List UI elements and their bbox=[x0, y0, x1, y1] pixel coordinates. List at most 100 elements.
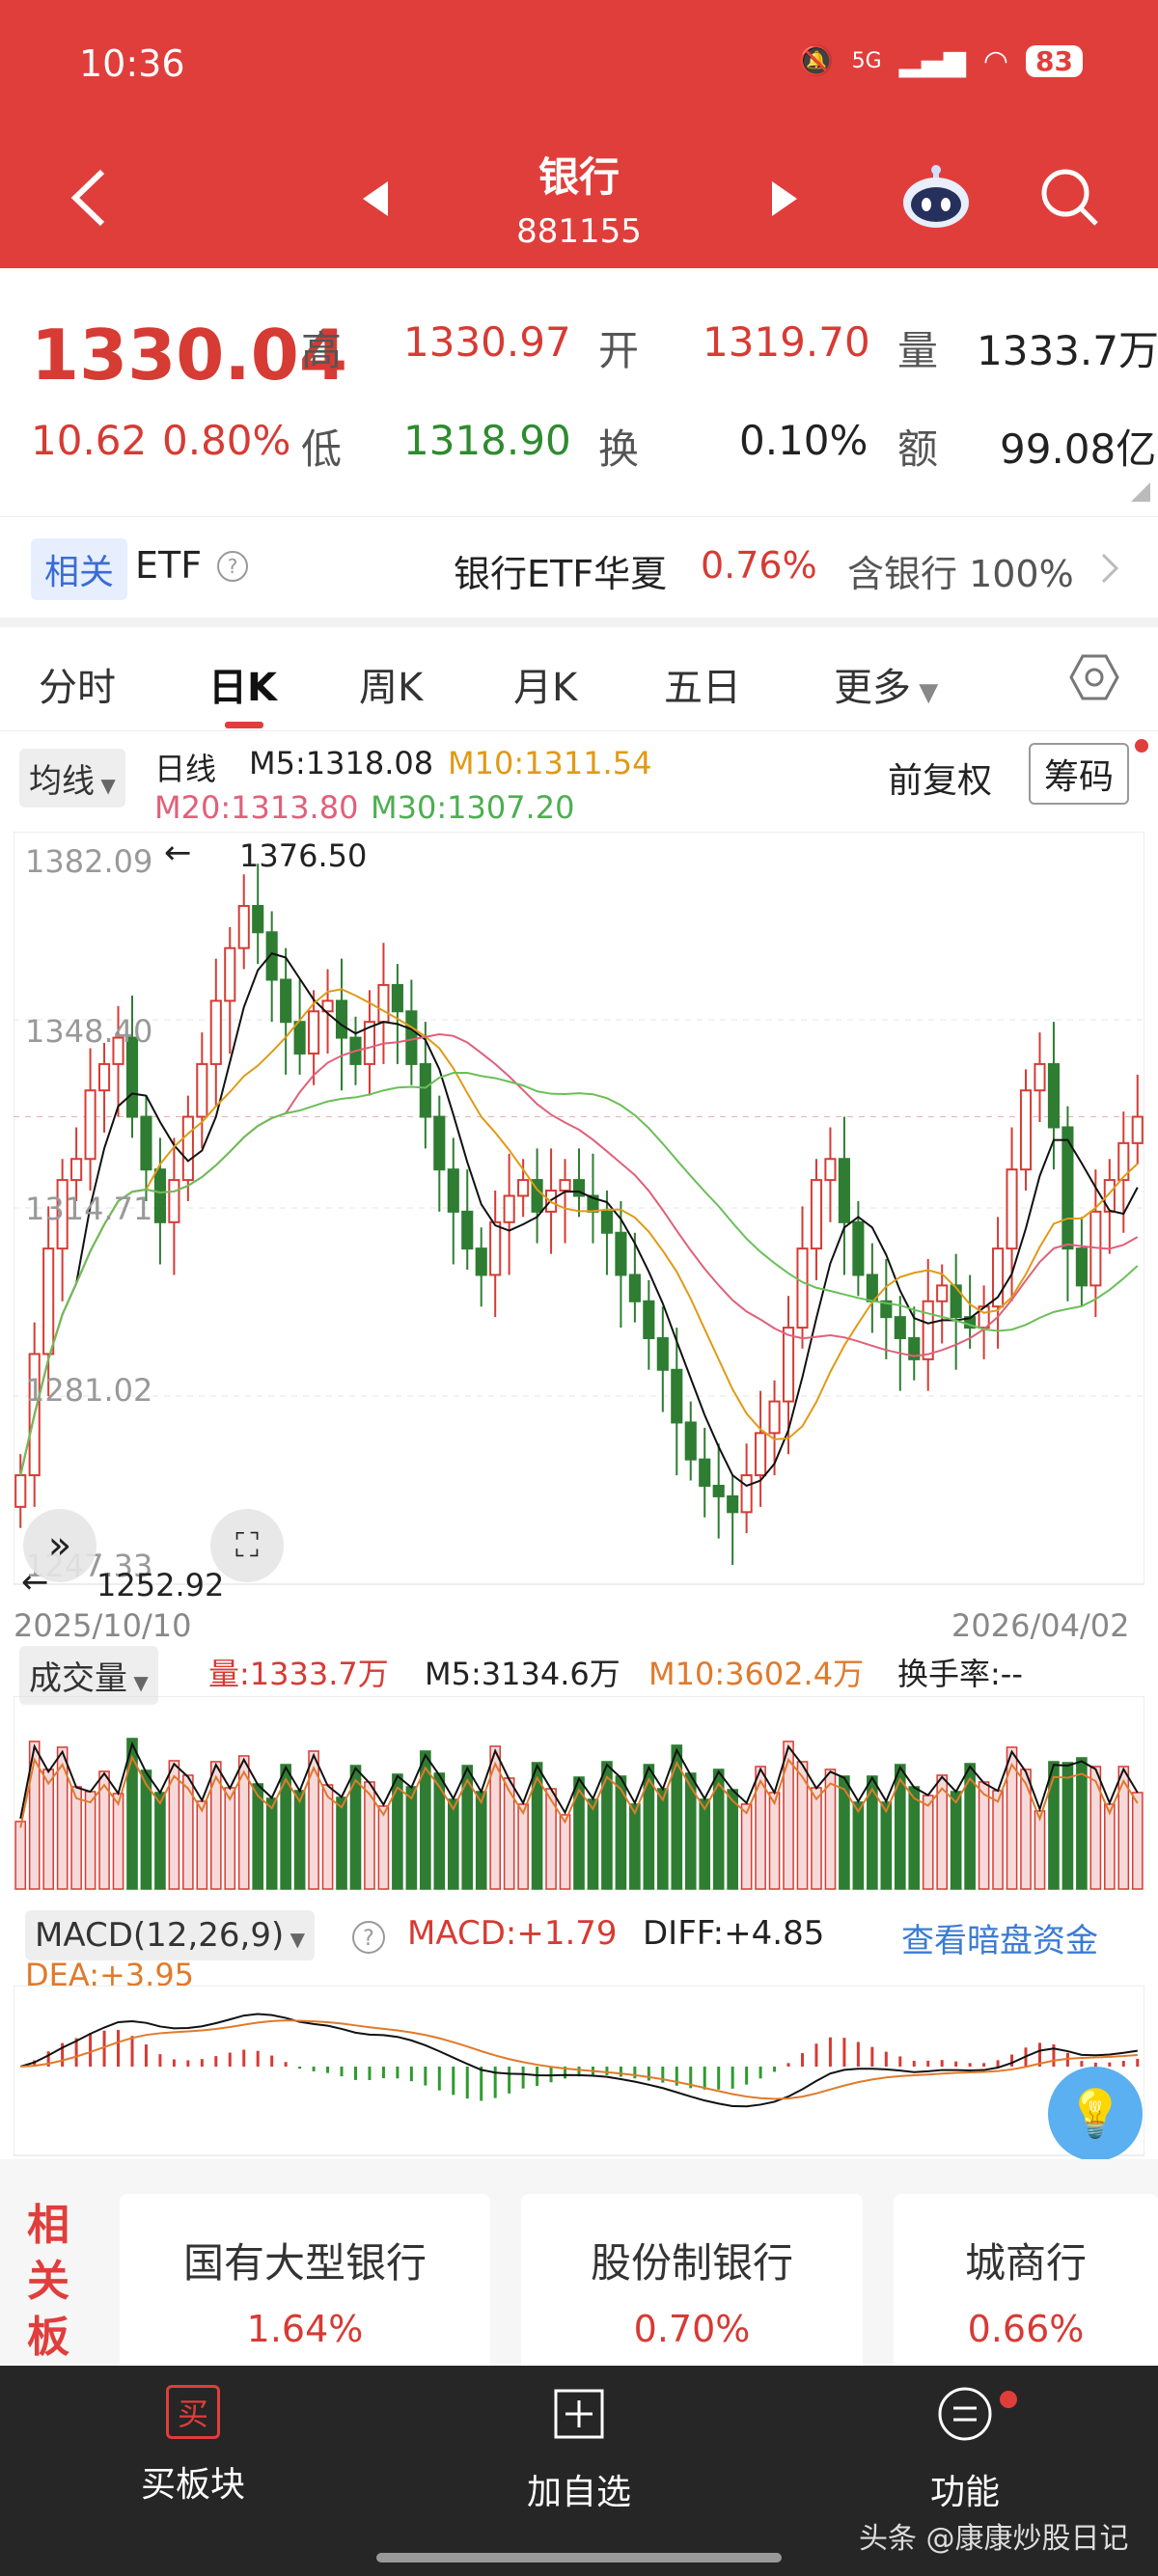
robot-assistant-icon[interactable] bbox=[897, 162, 975, 230]
dark-pool-link[interactable]: 查看暗盘资金 bbox=[901, 1922, 1098, 1960]
add-watchlist-button[interactable]: 加自选 bbox=[482, 2385, 676, 2514]
function-button[interactable]: 功能 bbox=[868, 2385, 1062, 2514]
chips-button[interactable]: 筹码 bbox=[1029, 743, 1130, 805]
candle-body bbox=[224, 946, 236, 1002]
candle-body bbox=[1062, 1126, 1074, 1250]
candle-body bbox=[936, 1284, 949, 1302]
candle-body bbox=[280, 978, 292, 1024]
candle-body bbox=[433, 1115, 446, 1171]
volume-bar bbox=[755, 1766, 766, 1890]
volume-bar bbox=[377, 1805, 390, 1890]
etf-bar[interactable]: 相关 ETF ? 银行ETF华夏 0.76% 含银行 100% bbox=[0, 516, 1158, 617]
candle-body bbox=[950, 1284, 962, 1319]
candle-body bbox=[852, 1220, 865, 1276]
candle-body bbox=[70, 1158, 83, 1182]
tab-more[interactable]: 更多 ▼ bbox=[834, 656, 938, 712]
tab-five-day[interactable]: 五日 bbox=[664, 666, 741, 710]
volume-bar bbox=[1104, 1803, 1116, 1890]
add-icon bbox=[554, 2389, 604, 2439]
sector-pct: 1.64% bbox=[246, 2308, 364, 2350]
candle-body bbox=[755, 1432, 767, 1477]
amount-label: 额 bbox=[897, 425, 939, 473]
candle-body bbox=[391, 983, 403, 1013]
volume-bar bbox=[1062, 1762, 1074, 1890]
candle-body bbox=[503, 1194, 515, 1223]
candle-body bbox=[699, 1458, 711, 1487]
volume-bar bbox=[712, 1768, 725, 1890]
active-tab-indicator bbox=[225, 722, 263, 728]
ma30-value: M30:1307.20 bbox=[371, 789, 575, 826]
volume-bar bbox=[950, 1791, 962, 1890]
candle-body bbox=[894, 1316, 906, 1340]
dropdown-icon: ▼ bbox=[284, 1928, 305, 1951]
volume-bar bbox=[839, 1775, 850, 1890]
macd-select[interactable]: MACD(12,26,9) ▼ bbox=[25, 1910, 315, 1960]
volume-bar bbox=[265, 1797, 278, 1890]
volume-bar bbox=[1034, 1810, 1046, 1890]
volume-bar bbox=[699, 1798, 711, 1890]
tab-intraday[interactable]: 分时 bbox=[39, 666, 116, 710]
prev-sector-icon[interactable] bbox=[359, 179, 392, 218]
related-sectors: 相关板块 国有大型银行 1.64% 股份制银行 0.70% 城商行 0.66% bbox=[0, 2159, 1158, 2418]
dropdown-icon: ▼ bbox=[127, 1671, 149, 1694]
candle-body bbox=[1047, 1062, 1061, 1129]
dea-line bbox=[20, 2019, 1138, 2100]
help-icon[interactable]: ? bbox=[216, 550, 249, 583]
volume-bar bbox=[489, 1745, 501, 1890]
candle-body bbox=[1103, 1179, 1116, 1213]
diff-value: DIFF:+4.85 bbox=[643, 1914, 825, 1953]
macd-chart[interactable] bbox=[14, 1986, 1144, 2159]
candle-body bbox=[335, 1000, 348, 1039]
lightbulb-icon[interactable]: 💡 bbox=[1048, 2067, 1143, 2161]
volume-bar bbox=[154, 1792, 166, 1890]
volume-bar bbox=[615, 1775, 627, 1890]
signal-icon: ▂▄▆ bbox=[898, 44, 966, 78]
back-icon[interactable] bbox=[64, 164, 118, 232]
volume-bar bbox=[768, 1792, 781, 1890]
battery-level: 83 bbox=[1026, 45, 1083, 77]
candle-body bbox=[838, 1158, 850, 1223]
tab-week-k[interactable]: 周K bbox=[359, 666, 424, 710]
volume-bar bbox=[280, 1764, 291, 1890]
y-tick-3: 1314.71 bbox=[25, 1191, 153, 1227]
candle-body bbox=[1117, 1141, 1130, 1182]
fast-forward-icon[interactable]: » bbox=[23, 1509, 96, 1582]
volume-value: 1333.7万 bbox=[977, 327, 1158, 374]
network-label: 5G bbox=[851, 49, 882, 73]
fullscreen-icon[interactable]: ⛶ bbox=[210, 1509, 284, 1582]
candle-body bbox=[14, 1474, 27, 1508]
sector-card[interactable]: 城商行 0.66% bbox=[894, 2194, 1158, 2387]
volume-bar bbox=[405, 1786, 418, 1890]
ma-select[interactable]: 均线 ▼ bbox=[19, 749, 125, 808]
help-icon[interactable]: ? bbox=[351, 1920, 386, 1955]
candle-body bbox=[112, 1036, 124, 1065]
volume-bar bbox=[182, 1774, 194, 1890]
tab-day-k[interactable]: 日K bbox=[208, 666, 277, 710]
status-icons: 🔕 5G ▂▄▆ ◠ 83 bbox=[798, 44, 1083, 78]
volume-select[interactable]: 成交量 ▼ bbox=[19, 1646, 158, 1705]
page-title: 银行 bbox=[538, 153, 620, 201]
volume-bar bbox=[447, 1798, 459, 1890]
adjust-mode[interactable]: 前复权 bbox=[888, 761, 993, 801]
volume-bar bbox=[811, 1787, 822, 1890]
volume-bar bbox=[392, 1773, 403, 1890]
settings-icon[interactable] bbox=[1069, 652, 1119, 702]
buy-sector-button[interactable]: 买 买板块 bbox=[96, 2385, 290, 2507]
tab-month-k[interactable]: 月K bbox=[513, 666, 578, 710]
dea-value: DEA:+3.95 bbox=[25, 1957, 195, 1993]
volume-bar bbox=[209, 1761, 222, 1890]
sector-card[interactable]: 股份制银行 0.70% bbox=[521, 2194, 863, 2387]
candle-body bbox=[461, 1210, 474, 1250]
search-icon[interactable] bbox=[1036, 164, 1104, 232]
kline-chart[interactable] bbox=[14, 832, 1144, 1912]
volume-label: 量 bbox=[897, 327, 939, 374]
candle-body bbox=[181, 1115, 194, 1182]
next-sector-icon[interactable] bbox=[768, 179, 801, 218]
candle-body bbox=[1006, 1168, 1018, 1250]
sector-card[interactable]: 国有大型银行 1.64% bbox=[120, 2194, 490, 2387]
ma5-line bbox=[19, 952, 1139, 1488]
candle-body bbox=[209, 1000, 222, 1065]
candle-body bbox=[531, 1179, 543, 1213]
sector-name: 股份制银行 bbox=[590, 2239, 793, 2287]
volume-chart[interactable] bbox=[14, 1696, 1144, 1893]
